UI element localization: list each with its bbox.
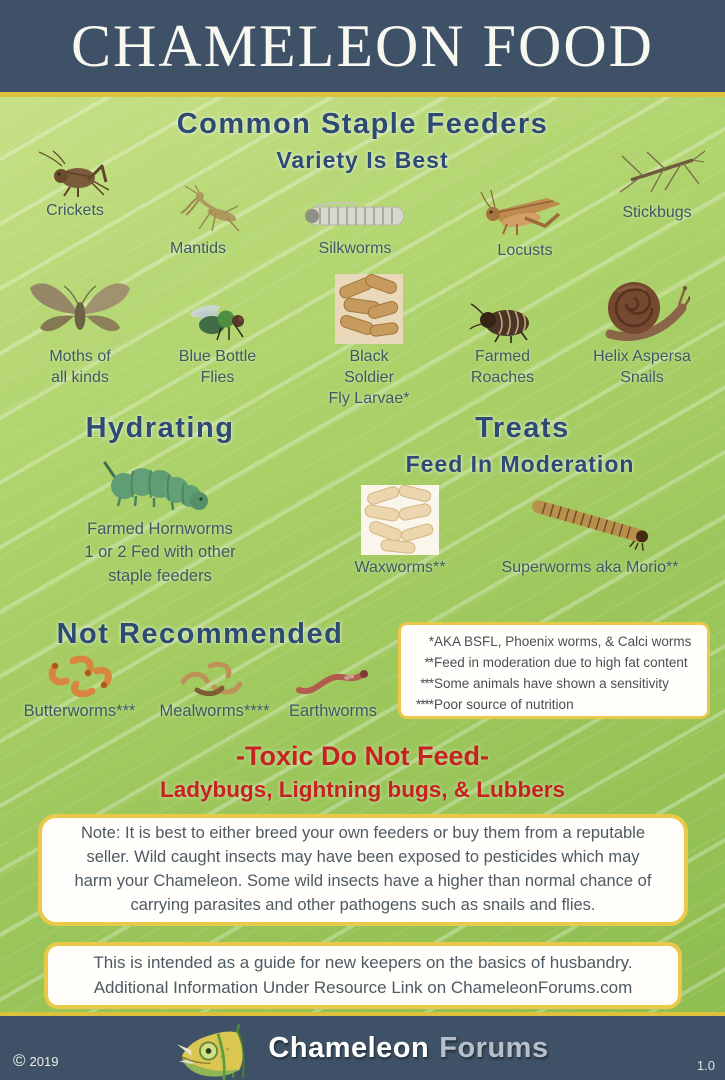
moth-icon [30,283,130,332]
brand: Chameleon Forums [0,1016,725,1080]
staple-label: Blue Bottle Flies [178,348,257,386]
copyright-year: 2019 [29,1053,59,1069]
note-text: Note: It is best to either breed your ow… [74,824,652,914]
notrec-earthworms: Earthworms [283,660,383,722]
locust-icon [480,189,561,235]
earthworm-icon [296,670,368,695]
waxworms-icon [361,485,439,555]
footer-bar: Chameleon Forums © 2019 1.0 [0,1012,725,1080]
hornworm-icon [103,461,208,511]
notrec-mealworms: Mealworms**** [152,656,277,722]
staple-moths: Moths of all kinds [20,274,140,389]
footnote-stars: ** [424,654,434,670]
header-bar: CHAMELEON FOOD [0,0,725,92]
staple-label: Locusts [497,242,553,259]
staple-label: Silkworms [318,240,392,257]
treat-label: Waxworms** [354,559,446,576]
treats-section-title: Treats [475,412,570,444]
black-soldier-fly-larvae-icon [335,274,403,344]
footnote-stars: **** [415,696,434,712]
hydrating-caption: Farmed Hornworms 1 or 2 Fed with other s… [84,520,236,585]
staples-section-subtitle: Variety Is Best [276,147,449,173]
notrec-label: Butterworms*** [23,702,136,720]
notrec-label: Earthworms [288,702,378,720]
note-box: Note: It is best to either breed your ow… [38,814,688,926]
treat-waxworms: Waxworms** [352,485,448,579]
footnote-line: ** Feed in moderation due to high fat co… [405,653,699,674]
treat-label: Superworms aka Morio** [501,559,679,576]
header-divider [0,92,725,97]
footnote-stars: * [428,634,434,649]
staple-label: Crickets [46,202,104,219]
footnote-text: AKA BSFL, Phoenix worms, & Calci worms [434,634,692,649]
staple-label: Mantids [169,240,227,257]
treat-superworms: Superworms aka Morio** [490,489,690,579]
hydrating-section-title: Hydrating [85,412,235,444]
version-label: 1.0 [696,1058,715,1073]
staple-bsf-larvae: Black Soldier Fly Larvae* [323,274,415,409]
footnote-line: **** Poor source of nutrition [405,695,699,716]
footnote-line: * AKA BSFL, Phoenix worms, & Calci worms [405,632,699,653]
staple-label: Stickbugs [622,204,692,221]
staple-crickets: Crickets [25,150,125,222]
butterworms-icon [48,655,112,698]
staple-stickbugs: Stickbugs [598,144,716,224]
cricket-icon [38,150,110,197]
staple-snails: Helix Aspersa Snails [588,274,696,389]
staple-label: Black Soldier Fly Larvae* [328,348,410,407]
guide-box: This is intended as a guide for new keep… [44,942,682,1009]
brand-name-second: Forums [439,1031,549,1064]
superworm-icon [532,500,649,551]
staple-locusts: Locusts [470,188,580,262]
staple-silkworms: Silkworms [293,194,417,260]
staple-blue-bottle-flies: Blue Bottle Flies [165,298,270,389]
treats-section-subtitle: Feed In Moderation [405,451,635,477]
not-recommended-title: Not Recommended [56,618,344,650]
notrec-label: Mealworms**** [159,702,270,720]
snail-icon [605,282,690,341]
copyright: © 2019 [13,1051,58,1071]
footnote-text: Some animals have shown a sensitivity [434,675,669,691]
staple-label: Moths of all kinds [49,348,111,386]
stickbug-icon [619,150,706,193]
footnotes-box: * AKA BSFL, Phoenix worms, & Calci worms… [398,622,710,719]
footnote-stars: *** [420,675,434,691]
staples-section-title: Common Staple Feeders [176,108,549,140]
footnote-text: Poor source of nutrition [434,696,574,712]
guide-text: This is intended as a guide for new keep… [93,952,633,997]
mealworms-icon [180,661,242,697]
hydrating-hornworm [92,458,222,514]
fly-icon [189,304,244,341]
staple-mantids: Mantids [148,184,248,260]
staple-label: Farmed Roaches [470,348,535,386]
chameleon-logo-icon [177,1023,245,1080]
footnote-text: Feed in moderation due to high fat conte… [434,654,688,670]
toxic-title: -Toxic Do Not Feed- [236,741,489,771]
toxic-subtitle: Ladybugs, Lightning bugs, & Lubbers [160,777,565,802]
notrec-butterworms: Butterworms*** [12,650,147,722]
poster-title: CHAMELEON FOOD [71,12,654,79]
roach-icon [469,303,529,343]
silkworm-icon [305,201,405,226]
brand-name-first: Chameleon [268,1031,430,1064]
footnote-line: *** Some animals have shown a sensitivit… [405,674,699,695]
staple-label: Helix Aspersa Snails [593,348,691,386]
copyright-symbol: © [13,1051,26,1070]
mantis-icon [180,184,240,232]
staple-farmed-roaches: Farmed Roaches [455,300,550,389]
